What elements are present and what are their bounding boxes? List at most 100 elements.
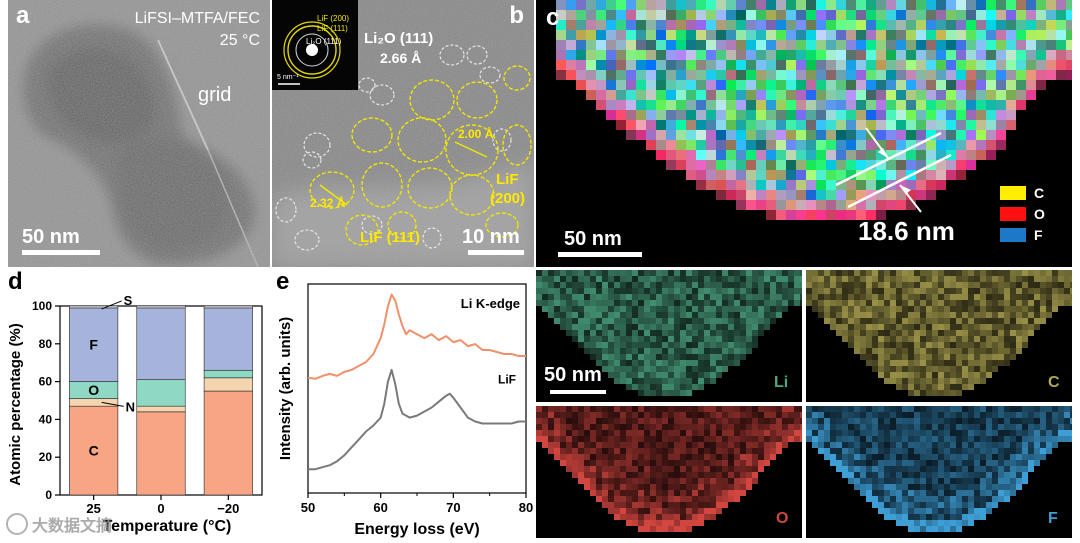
callout-line-n <box>101 401 124 407</box>
y-tick-label: 100 <box>32 299 52 313</box>
spacing-200: 2.00 Å <box>458 127 494 141</box>
scale-label-b: 10 nm <box>462 226 520 248</box>
legend-item-o: O <box>1000 203 1045 224</box>
legend-swatch-f <box>1000 227 1026 242</box>
panel-e-chart: 50 60 70 80 Li K-edge LiF Energy loss (eV) Inte… <box>272 268 534 543</box>
panel-a-texture <box>8 0 270 267</box>
callout-s: S <box>124 293 133 308</box>
scale-bar-a <box>22 250 100 255</box>
chart-title: Li K-edge <box>461 296 520 311</box>
legend-item-f: F <box>1000 224 1045 245</box>
map-pixels <box>536 270 802 396</box>
bar-segment-n <box>203 377 253 392</box>
sei-thickness-label: 18.6 nm <box>858 216 955 246</box>
legend-c: C O F <box>1000 182 1045 245</box>
map-f <box>806 406 1072 538</box>
x-tick-label: 0 <box>157 501 164 516</box>
grid-label: grid <box>198 84 232 106</box>
y-axis-title: Atomic percentage (%) <box>7 323 24 486</box>
panel-e-svg: 50 60 70 80 Li K-edge LiF Energy loss (eV) Inte… <box>277 283 533 538</box>
panel-f-elemental-maps: Li C O F 50 nm <box>536 270 1072 543</box>
watermark: 大数据文摘 <box>6 512 112 536</box>
bar-segment-s <box>136 305 186 309</box>
map-pixels <box>806 270 1072 396</box>
panel-b-label: b <box>509 2 524 29</box>
lif-200-label-2: (200) <box>490 190 526 207</box>
panel-c-label: c <box>546 4 560 31</box>
scale-label-f: 50 nm <box>544 364 602 386</box>
li2o-label: Li₂O (111) <box>364 30 434 47</box>
electrolyte-label: LiFSI–MTFA/FEC <box>134 10 260 27</box>
panel-b-hrtem-image: LiF (200) LiF (111) Li₂O (111) 5 nm⁻¹ b … <box>272 0 534 267</box>
segment-label-f: F <box>89 337 98 353</box>
map-label-li: Li <box>774 374 789 391</box>
watermark-text: 大数据文摘 <box>32 518 113 535</box>
bar-segment-n <box>69 398 119 407</box>
panel-d-svg: 0 20 40 60 80 100 25 0 −20 C O F S N Temperature (°C) A… <box>7 293 263 535</box>
x-axis-title: Temperature (°C) <box>103 518 232 535</box>
scale-bar-c <box>558 252 642 257</box>
lif-200-label-1: LiF <box>496 171 519 188</box>
y-tick-label: 20 <box>39 450 53 464</box>
map-label-f: F <box>1048 510 1058 527</box>
li2o-spacing: 2.66 Å <box>380 50 422 66</box>
segment-label-o: O <box>88 382 99 398</box>
panel-a-label: a <box>16 2 30 29</box>
y-axis-title: Intensity (arb. units) <box>277 317 294 460</box>
series-label-lif: LiF <box>498 373 516 387</box>
bar-segment-c <box>69 405 119 496</box>
lif-grain-outlines <box>309 65 532 246</box>
x-tick-label: 80 <box>519 500 533 515</box>
scale-bar-f <box>550 390 606 394</box>
li2o-grain-outlines <box>275 44 512 251</box>
callout-line-s <box>101 300 122 310</box>
x-axis-title: Energy loss (eV) <box>354 521 479 538</box>
series-line-lif <box>308 368 526 471</box>
bar-segment-s <box>203 305 253 309</box>
spacing-111: 2.32 Å <box>310 196 346 210</box>
plot-frame <box>307 283 527 494</box>
legend-swatch-c <box>1000 185 1026 200</box>
temperature-label: 25 °C <box>219 32 260 49</box>
bar-segment-c <box>136 411 186 496</box>
x-tick-label: 60 <box>373 500 387 515</box>
map-label-o: O <box>776 510 789 527</box>
scale-label-a: 50 nm <box>22 226 80 248</box>
callout-n: N <box>126 399 135 414</box>
map-li <box>536 270 802 402</box>
panel-c-eels-composite-map: c 18.6 nm 50 nm C O F <box>536 0 1072 267</box>
bar-segment-f <box>136 307 186 381</box>
bar-segment-o <box>203 369 253 379</box>
lif-111-label: LiF (111) <box>360 229 421 246</box>
segment-label-c: C <box>89 443 99 459</box>
thickness-annotation <box>835 127 952 213</box>
panel-e-label: e <box>276 268 290 295</box>
watermark-icon <box>6 513 28 535</box>
x-tick-label: 25 <box>86 501 100 516</box>
scale-label-c: 50 nm <box>564 228 622 250</box>
map-pixels <box>536 406 802 532</box>
legend-swatch-o <box>1000 206 1026 221</box>
scale-bar-b <box>468 250 524 255</box>
legend-text-f: F <box>1034 226 1043 243</box>
inset-scale-label: 5 nm⁻¹ <box>277 74 299 81</box>
ring-label-lif-111: LiF (111) <box>317 24 348 33</box>
x-tick-label: 70 <box>446 500 460 515</box>
series-line-li-k-edge <box>307 293 526 380</box>
panel-d-label: d <box>8 268 23 295</box>
map-label-c: C <box>1048 374 1060 391</box>
ring-label-lif-200: LiF (200) <box>317 14 350 23</box>
bar-segment-f <box>203 307 253 371</box>
legend-text-o: O <box>1034 205 1045 222</box>
y-tick-label: 0 <box>45 488 52 502</box>
y-tick-label: 80 <box>39 337 53 351</box>
map-o <box>536 406 802 538</box>
saed-inset: LiF (200) LiF (111) Li₂O (111) 5 nm⁻¹ <box>272 0 358 90</box>
y-tick-label: 40 <box>39 412 53 426</box>
map-pixels <box>806 406 1072 532</box>
x-tick-label: −20 <box>217 501 239 516</box>
ring-label-li2o-111: Li₂O (111) <box>306 37 342 46</box>
panel-a-tem-image: a LiFSI–MTFA/FEC 25 °C grid 50 nm <box>8 0 270 267</box>
legend-item-c: C <box>1000 182 1045 203</box>
map-c <box>806 270 1072 402</box>
